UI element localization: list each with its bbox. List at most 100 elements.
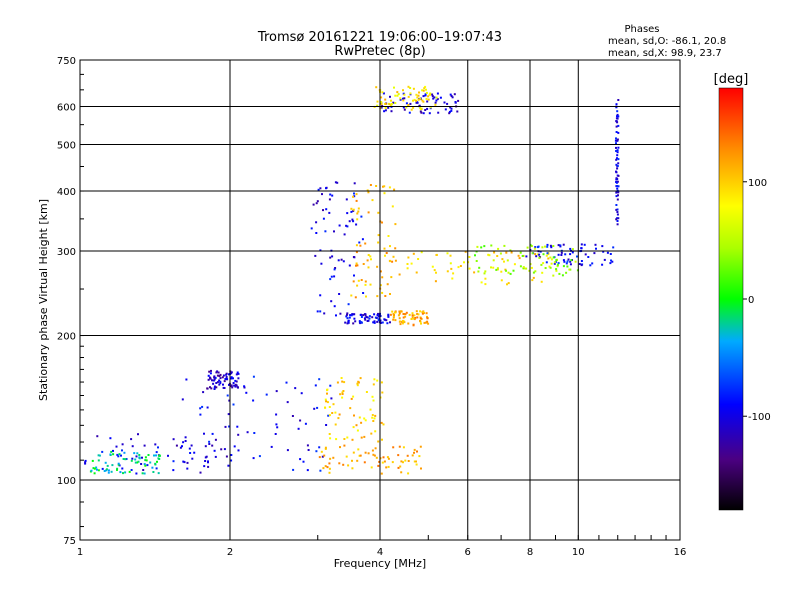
chart-subtitle: RwPretec (8p)	[334, 44, 425, 59]
data-point	[562, 243, 565, 246]
data-point	[403, 321, 406, 324]
data-point	[571, 248, 574, 251]
data-point	[331, 255, 334, 258]
data-point	[617, 115, 620, 118]
data-point	[286, 401, 289, 404]
data-point	[419, 107, 422, 109]
data-point	[616, 151, 619, 154]
data-point	[583, 243, 586, 246]
data-point	[547, 257, 550, 260]
data-point	[275, 413, 278, 416]
data-point	[413, 451, 415, 454]
data-point	[351, 459, 353, 462]
data-point	[528, 269, 531, 272]
data-point	[315, 202, 318, 205]
data-point	[345, 455, 348, 458]
data-point	[405, 106, 408, 109]
data-point	[216, 381, 219, 384]
data-point	[615, 137, 617, 140]
data-point	[376, 104, 379, 107]
data-point	[350, 207, 353, 210]
data-point	[407, 95, 410, 98]
data-point	[101, 467, 104, 470]
data-point	[390, 276, 393, 279]
data-point	[211, 432, 214, 435]
data-point	[615, 181, 618, 184]
data-point	[306, 469, 309, 472]
data-point	[110, 470, 113, 473]
data-point	[225, 455, 228, 458]
data-point	[615, 204, 618, 206]
data-point	[419, 110, 422, 113]
data-point	[490, 266, 492, 269]
data-point	[483, 272, 486, 275]
data-point	[368, 317, 371, 320]
data-point	[449, 254, 452, 257]
data-point	[537, 245, 540, 248]
data-point	[557, 262, 560, 265]
x-axis-ticks: 1 2 4 6 8 10 16	[77, 535, 686, 558]
data-point	[141, 472, 144, 475]
data-point	[352, 322, 355, 325]
data-point	[207, 378, 210, 381]
data-point	[557, 253, 560, 256]
data-point	[218, 375, 221, 377]
data-point	[392, 312, 395, 315]
data-point	[616, 211, 619, 213]
data-point	[252, 399, 255, 402]
data-point	[374, 430, 377, 433]
data-point	[324, 446, 327, 449]
data-point	[291, 415, 294, 417]
data-point	[130, 459, 133, 462]
data-point	[381, 321, 384, 324]
data-point	[507, 271, 510, 274]
data-point	[407, 256, 410, 259]
data-point	[356, 218, 359, 221]
data-point	[208, 443, 211, 445]
data-point	[400, 460, 403, 463]
data-point	[549, 266, 552, 269]
data-point	[190, 444, 193, 447]
data-point	[399, 98, 402, 101]
data-point	[343, 233, 346, 236]
data-point	[392, 316, 395, 319]
data-point	[324, 465, 327, 468]
data-point	[359, 454, 362, 457]
data-point	[211, 379, 213, 382]
data-point	[334, 181, 337, 184]
data-point	[346, 312, 349, 315]
data-point	[376, 320, 379, 323]
data-point	[353, 317, 356, 320]
data-point	[518, 257, 521, 260]
data-point	[381, 438, 383, 441]
data-point	[530, 266, 533, 269]
data-point	[318, 456, 321, 459]
data-point	[237, 377, 240, 380]
data-point	[496, 267, 499, 270]
y-tick-label: 100	[57, 476, 76, 487]
data-point	[420, 467, 422, 470]
data-point	[353, 192, 355, 195]
data-point	[396, 94, 399, 97]
data-point	[424, 94, 427, 97]
x-tick-label: 6	[465, 547, 471, 558]
data-point	[167, 454, 169, 457]
data-point	[346, 317, 349, 320]
data-point	[355, 251, 358, 254]
data-point	[316, 406, 319, 409]
data-point	[222, 383, 224, 386]
data-point	[382, 423, 385, 426]
data-point	[199, 407, 202, 410]
data-point	[519, 265, 522, 268]
data-point	[270, 445, 273, 448]
data-point	[253, 432, 256, 434]
data-point	[219, 373, 222, 376]
data-point	[376, 314, 379, 317]
data-point	[451, 96, 454, 99]
data-point	[347, 303, 350, 306]
data-point	[145, 459, 148, 462]
data-point	[431, 95, 434, 98]
data-point	[369, 408, 372, 411]
data-point	[352, 426, 355, 429]
data-point	[450, 95, 453, 97]
